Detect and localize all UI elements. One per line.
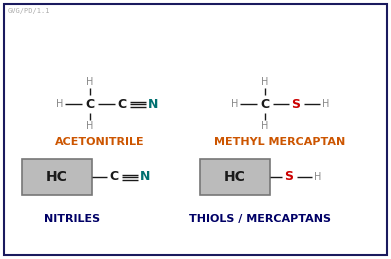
Text: ACETONITRILE: ACETONITRILE: [55, 137, 145, 147]
Text: H: H: [86, 77, 94, 87]
Text: METHYL MERCAPTAN: METHYL MERCAPTAN: [214, 137, 346, 147]
Text: H: H: [86, 121, 94, 131]
Text: C: C: [260, 97, 269, 111]
Text: H: H: [322, 99, 329, 109]
Text: S: S: [285, 170, 294, 183]
Bar: [22, 159, 92, 195]
Text: H: H: [231, 99, 238, 109]
Text: HC: HC: [224, 170, 246, 184]
Text: H: H: [261, 77, 269, 87]
Text: C: C: [86, 97, 95, 111]
Text: N: N: [140, 170, 150, 183]
Text: THIOLS / MERCAPTANS: THIOLS / MERCAPTANS: [189, 214, 331, 224]
Text: C: C: [117, 97, 127, 111]
Text: GVG/PD/1.1: GVG/PD/1.1: [8, 8, 50, 14]
Text: S: S: [292, 97, 301, 111]
Text: NITRILES: NITRILES: [44, 214, 100, 224]
Text: H: H: [56, 99, 63, 109]
Text: C: C: [109, 170, 118, 183]
Text: H: H: [261, 121, 269, 131]
Text: N: N: [148, 97, 158, 111]
Bar: [200, 159, 270, 195]
Text: HC: HC: [46, 170, 68, 184]
Text: H: H: [314, 172, 321, 182]
